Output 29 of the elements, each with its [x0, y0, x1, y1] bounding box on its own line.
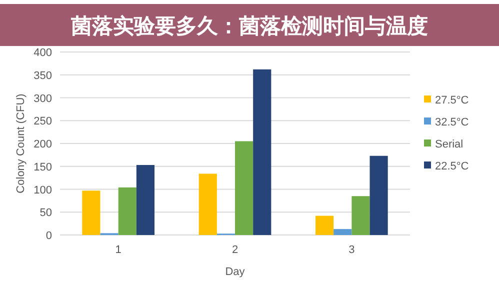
legend-label: 27.5°C — [435, 94, 469, 106]
chart-title: 菌落实验要多久：菌落检测时间与温度 — [70, 14, 428, 38]
y-tick-label: 350 — [34, 70, 52, 82]
y-tick-label: 300 — [34, 92, 52, 105]
y-tick-label: 200 — [34, 138, 52, 150]
y-tick-label: 100 — [34, 184, 52, 196]
y-tick-label: 150 — [34, 161, 52, 174]
x-tick-label: 1 — [115, 244, 122, 256]
y-tick-label: 0 — [46, 230, 52, 242]
bar — [334, 229, 352, 235]
bar — [370, 156, 388, 235]
x-tick-label: 2 — [232, 244, 238, 256]
legend-label: 32.5°C — [435, 116, 469, 128]
bar — [136, 165, 154, 235]
legend-label: Serial — [435, 138, 464, 150]
y-axis-title: Colony Count (CFU) — [15, 94, 27, 194]
bar — [316, 216, 334, 235]
x-tick-label: 3 — [348, 244, 355, 256]
bar — [352, 196, 370, 235]
legend-label: 22.5°C — [435, 160, 469, 172]
bar — [253, 69, 272, 235]
bar — [235, 141, 254, 235]
y-tick-label: 50 — [40, 207, 52, 220]
bar — [118, 187, 136, 235]
bar — [82, 190, 100, 235]
y-tick-label: 400 — [34, 47, 52, 59]
x-axis-title: Day — [225, 266, 246, 278]
y-tick-label: 250 — [34, 116, 52, 128]
bar — [198, 174, 217, 235]
